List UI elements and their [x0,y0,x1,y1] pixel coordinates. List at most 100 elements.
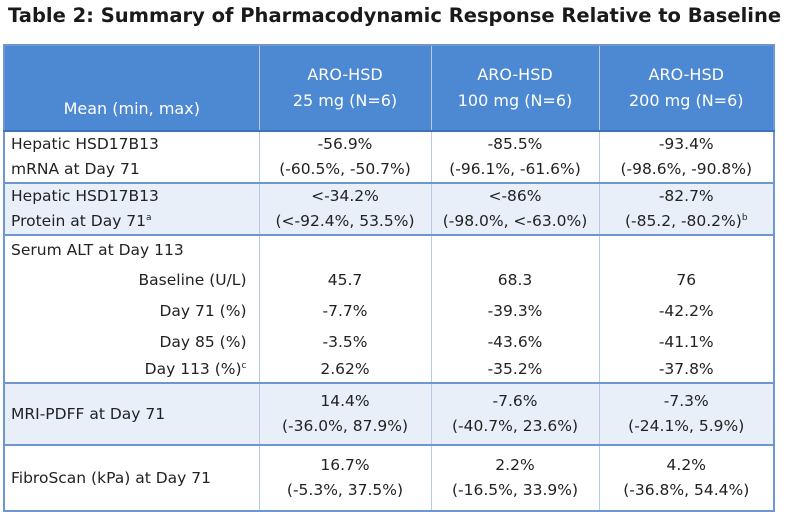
header-cell: Mean (min, max) [3,45,259,132]
text-line: (-24.1%, 5.9%) [628,417,745,435]
table: Mean (min, max) ARO-HSD 25 mg (N=6) ARO-HSD… [3,44,775,512]
text-line: (-5.3%, 37.5%) [286,481,404,499]
table-row: Serum ALT at Day 113 [3,234,774,265]
text-line: -41.1% [658,332,714,351]
table-cell: 68.3 [430,265,599,295]
text-line: -7.3% [663,392,709,410]
table-row: Day 71 (%) -7.7% -39.3% -42.2% [3,295,774,327]
text-line: Hepatic HSD17B13 [11,187,159,205]
text-line: <-86% [488,187,542,205]
row-label: MRI-PDFF at Day 71 [3,382,259,445]
text-line: (-16.5%, 33.9%) [451,481,579,499]
text-line: -43.6% [487,332,543,351]
text-line: -82.7% [658,187,714,205]
row-label: Day 85 (%) [3,327,259,357]
text-line: (-36.8%, 54.4%) [623,481,750,499]
table-cell: -7.6% (-40.7%, 23.6%) [430,382,599,445]
table-cell: 76 [598,265,774,295]
text-line: 4.2% [666,456,706,474]
table-cell: <-34.2% (<-92.4%, 53.5%) [258,182,431,235]
text-line: (-85.2, -80.2%) [624,212,742,230]
text-line: (-36.0%, 87.9%) [281,417,409,435]
table-cell [258,234,431,265]
text-line: mRNA at Day 71 [11,160,140,178]
table-cell: -42.2% [598,295,774,327]
text-line: -7.7% [322,301,368,320]
text-line: Day 113 (%) [144,360,242,378]
text-line: -39.3% [487,301,543,320]
table-title: Table 2: Summary of Pharmacodynamic Resp… [8,4,782,27]
text-line: Day 85 (%) [159,332,247,351]
text-line: ARO-HSD [307,65,383,84]
footnote-mark: a [146,213,152,223]
table-cell: 14.4% (-36.0%, 87.9%) [258,382,431,445]
text-line: (-60.5%, -50.7%) [279,160,411,178]
table-cell: -3.5% [258,327,431,357]
text-line: (-98.0%, <-63.0%) [442,212,588,230]
footnote-mark: c [241,361,247,371]
row-label: FibroScan (kPa) at Day 71 [3,444,259,511]
text-line: 16.7% [320,456,370,474]
row-label: Serum ALT at Day 113 [3,234,259,265]
table-cell: -82.7% (-85.2, -80.2%)b [598,182,774,235]
table-cell: -35.2% [430,357,599,383]
text-line: -35.2% [487,360,543,378]
text-line: -3.5% [322,332,368,351]
text-line: (-96.1%, -61.6%) [449,160,581,178]
text-line: FibroScan (kPa) at Day 71 [11,468,211,487]
text-line: -56.9% [317,135,373,153]
table-cell: <-86% (-98.0%, <-63.0%) [430,182,599,235]
table-cell: 2.2% (-16.5%, 33.9%) [430,444,599,511]
table-row: Hepatic HSD17B13 mRNA at Day 71 -56.9% (-60… [3,130,774,183]
text-line: ARO-HSD [477,65,553,84]
text-line: -93.4% [658,135,714,153]
text-line: Day 71 (%) [159,301,247,320]
text-line: 2.62% [320,360,370,378]
row-label: Hepatic HSD17B13 mRNA at Day 71 [3,130,259,183]
header-row: Mean (min, max) ARO-HSD 25 mg (N=6) ARO-HSD… [3,45,774,132]
row-label: Hepatic HSD17B13 Protein at Day 71a [3,182,259,235]
table-cell: -39.3% [430,295,599,327]
text-line: -7.6% [492,392,538,410]
text-line: (<-92.4%, 53.5%) [275,212,415,230]
text-line: 68.3 [497,270,533,289]
table-cell: -7.3% (-24.1%, 5.9%) [598,382,774,445]
table-cell: -41.1% [598,327,774,357]
table-cell: 4.2% (-36.8%, 54.4%) [598,444,774,511]
table-cell [598,234,774,265]
text-line: 100 mg (N=6) [457,91,573,110]
text-line: Protein at Day 71 [11,212,147,230]
row-label: Day 113 (%)c [3,357,259,383]
row-label: Day 71 (%) [3,295,259,327]
table-cell: -43.6% [430,327,599,357]
text-line: 200 mg (N=6) [629,91,744,110]
text-line: -37.8% [658,360,714,378]
text-line: (-40.7%, 23.6%) [451,417,579,435]
table-cell: 16.7% (-5.3%, 37.5%) [258,444,431,511]
text-line: MRI-PDFF at Day 71 [11,404,166,423]
text-line: -42.2% [658,301,714,320]
table-row: Day 85 (%) -3.5% -43.6% -41.1% [3,327,774,357]
table-row: Day 113 (%)c 2.62% -35.2% -37.8% [3,357,774,383]
table-cell: -56.9% (-60.5%, -50.7%) [258,130,431,183]
footnote-mark: b [741,213,748,223]
text-line: Serum ALT at Day 113 [11,241,184,259]
table-row: MRI-PDFF at Day 71 14.4% (-36.0%, 87.9%) -7… [3,382,774,445]
text-line: 45.7 [327,270,363,289]
header-cell: ARO-HSD 25 mg (N=6) [258,45,431,132]
header-label: Mean (min, max) [63,99,200,118]
text-line: 76 [676,270,697,289]
table-cell: -7.7% [258,295,431,327]
text-line: (-98.6%, -90.8%) [620,160,753,178]
table-cell: -93.4% (-98.6%, -90.8%) [598,130,774,183]
table-cell: -37.8% [598,357,774,383]
header-cell: ARO-HSD 100 mg (N=6) [430,45,599,132]
table-row: FibroScan (kPa) at Day 71 16.7% (-5.3%, 37… [3,444,774,511]
table-cell [430,234,599,265]
table-cell: -85.5% (-96.1%, -61.6%) [430,130,599,183]
text-line: 14.4% [320,392,370,410]
table-cell: 2.62% [258,357,431,383]
text-line: ARO-HSD [648,65,724,84]
header-cell: ARO-HSD 200 mg (N=6) [598,45,774,132]
